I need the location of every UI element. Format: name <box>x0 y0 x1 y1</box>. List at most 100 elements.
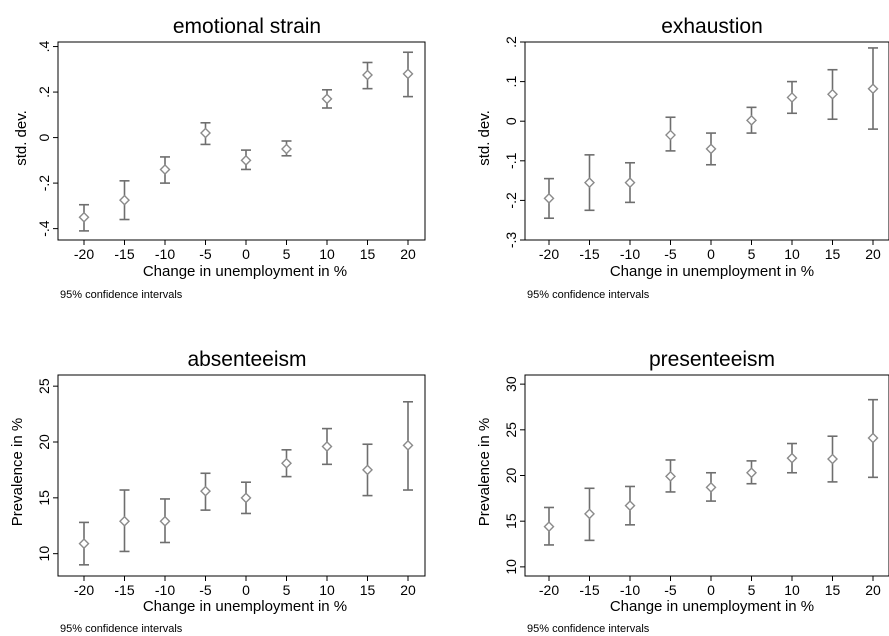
data-point-marker <box>827 453 838 465</box>
data-point-marker <box>867 83 879 95</box>
data-point-marker <box>827 88 838 100</box>
chart-note: 95% confidence intervals <box>60 623 183 635</box>
x-tick-label: 20 <box>865 246 881 262</box>
y-tick-label: .2 <box>36 86 52 98</box>
x-tick-label: -5 <box>199 582 212 598</box>
y-tick-label: 15 <box>36 490 52 506</box>
y-tick-label: -.2 <box>503 192 519 209</box>
x-tick-label: -5 <box>664 582 677 598</box>
y-tick-label: -.3 <box>503 232 519 249</box>
chart-note: 95% confidence intervals <box>60 289 183 301</box>
x-tick-label: 0 <box>707 582 715 598</box>
data-point-marker <box>867 432 879 444</box>
x-tick-label: 5 <box>748 582 756 598</box>
data-point-marker <box>240 492 252 504</box>
x-tick-label: -10 <box>155 246 175 262</box>
panel-absenteeism: absenteeism Prevalence in % Change in un… <box>9 348 426 635</box>
y-tick-label: -.4 <box>36 220 52 237</box>
data-point-marker <box>119 515 130 527</box>
x-tick-label: 0 <box>242 246 250 262</box>
x-tick-label: -15 <box>114 582 134 598</box>
data-point-marker <box>624 500 636 512</box>
y-tick-label: 30 <box>503 376 519 392</box>
y-axis-label: Prevalence in % <box>476 418 493 526</box>
data-point-marker <box>584 508 595 520</box>
y-axis-label: Prevalence in % <box>9 418 26 526</box>
data-point-marker <box>705 481 717 493</box>
x-tick-label: 10 <box>784 582 800 598</box>
x-tick-label: 15 <box>360 582 376 598</box>
x-tick-label: 20 <box>400 582 416 598</box>
data-point-marker <box>402 439 414 451</box>
y-tick-label: .4 <box>36 41 52 53</box>
x-axis-label: Change in unemployment in % <box>143 598 347 615</box>
x-tick-label: 15 <box>825 582 841 598</box>
y-tick-label: .1 <box>503 76 519 88</box>
data-point-marker <box>240 154 252 166</box>
y-tick-label: 10 <box>36 546 52 562</box>
y-axis-label: std. dev. <box>13 110 30 166</box>
data-point-marker <box>321 440 333 452</box>
data-point-marker <box>281 143 292 155</box>
data-point-marker <box>119 194 130 206</box>
x-tick-label: 5 <box>283 582 291 598</box>
x-tick-label: 15 <box>360 246 376 262</box>
panel-title: emotional strain <box>173 15 321 38</box>
panel-title: presenteeism <box>649 348 775 371</box>
x-axis-label: Change in unemployment in % <box>610 598 814 615</box>
y-tick-label: 25 <box>36 378 52 394</box>
data-point-marker <box>281 457 292 469</box>
panel-title: exhaustion <box>661 15 763 38</box>
x-tick-label: 0 <box>242 582 250 598</box>
x-tick-label: -5 <box>199 246 212 262</box>
y-tick-label: 25 <box>503 422 519 438</box>
data-point-marker <box>543 192 555 204</box>
x-tick-label: -20 <box>539 582 559 598</box>
y-tick-label: 20 <box>503 468 519 484</box>
x-tick-label: -10 <box>155 582 175 598</box>
x-tick-label: 20 <box>400 246 416 262</box>
x-tick-label: 10 <box>784 246 800 262</box>
x-tick-label: -20 <box>74 246 94 262</box>
y-tick-label: 0 <box>503 117 519 125</box>
plot-frame <box>57 41 426 241</box>
plot-frame <box>57 374 426 577</box>
data-point-marker <box>665 470 676 482</box>
x-axis-label: Change in unemployment in % <box>610 263 814 280</box>
x-tick-label: -10 <box>620 582 640 598</box>
x-tick-label: 10 <box>319 246 335 262</box>
panel-title: absenteeism <box>187 348 306 371</box>
data-point-marker <box>321 93 333 105</box>
data-point-marker <box>362 69 373 81</box>
x-axis-label: Change in unemployment in % <box>143 263 347 280</box>
data-point-marker <box>786 452 798 464</box>
x-tick-label: -15 <box>114 246 134 262</box>
x-tick-label: -15 <box>579 246 599 262</box>
data-point-marker <box>200 127 211 139</box>
x-tick-label: 10 <box>319 582 335 598</box>
panel-emotional-strain: emotional strain std. dev. Change in une… <box>13 15 426 301</box>
x-tick-label: 0 <box>707 246 715 262</box>
y-tick-label: .2 <box>503 36 519 48</box>
x-tick-label: -20 <box>539 246 559 262</box>
data-point-marker <box>624 177 636 189</box>
x-tick-label: -10 <box>620 246 640 262</box>
data-point-marker <box>786 91 798 103</box>
x-tick-label: 5 <box>748 246 756 262</box>
x-tick-label: 5 <box>283 246 291 262</box>
x-tick-label: -5 <box>664 246 677 262</box>
y-tick-label: 0 <box>36 133 52 141</box>
data-point-marker <box>665 129 676 141</box>
data-point-marker <box>78 211 90 223</box>
y-tick-label: 15 <box>503 513 519 529</box>
y-tick-label: -.2 <box>36 175 52 192</box>
data-point-marker <box>159 163 171 175</box>
chart-note: 95% confidence intervals <box>527 289 650 301</box>
x-tick-label: -20 <box>74 582 94 598</box>
x-tick-label: 15 <box>825 246 841 262</box>
data-point-marker <box>362 464 373 476</box>
data-point-marker <box>159 515 171 527</box>
panel-exhaustion: exhaustion std. dev. Change in unemploym… <box>476 15 889 301</box>
